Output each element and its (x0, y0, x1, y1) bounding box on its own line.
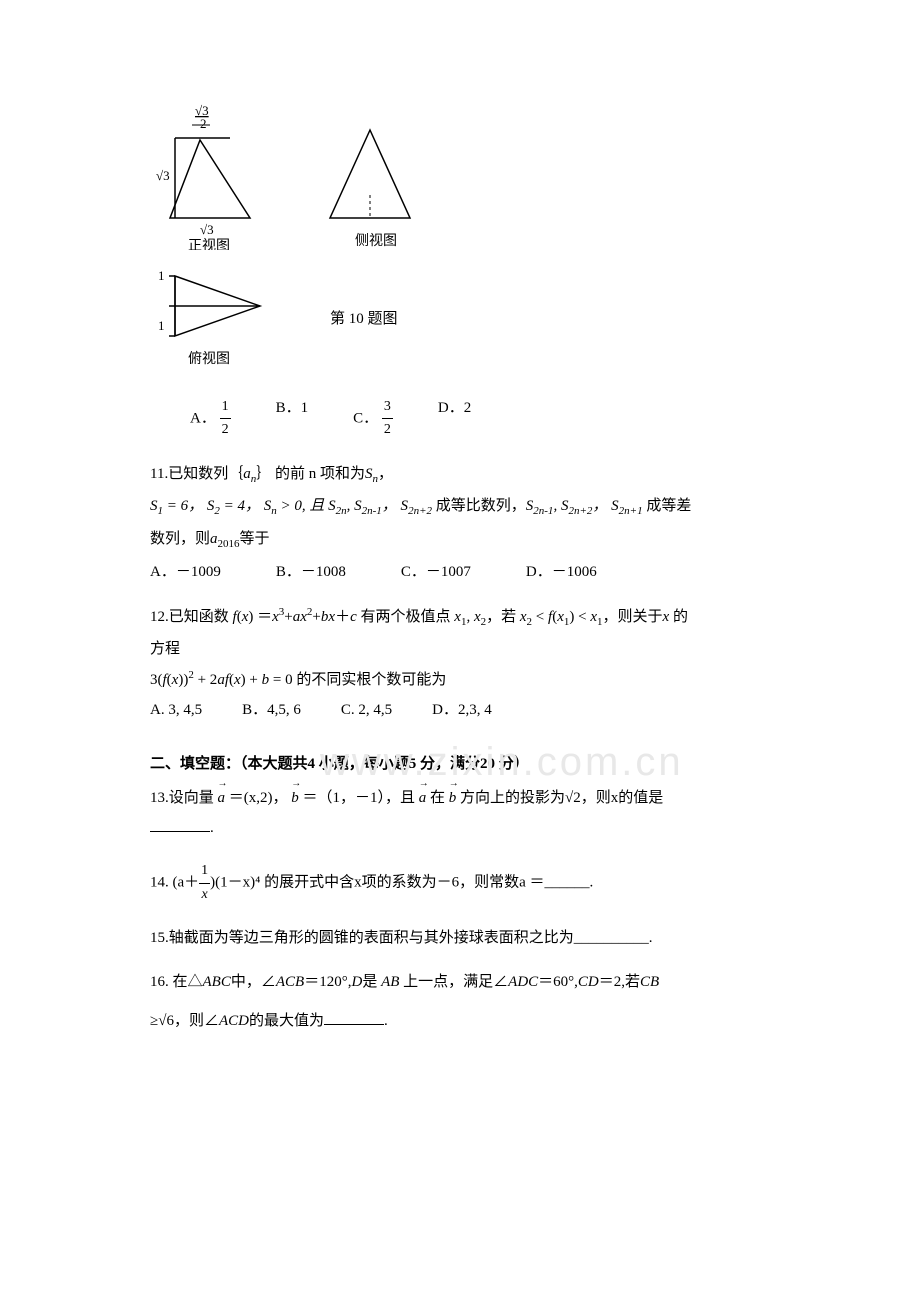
q12-opt-d: D．2,3, 4 (432, 698, 492, 722)
q10-opt-d: D．2 (438, 396, 471, 442)
question-13: 13.设向量 a ＝(x,2)， b ＝（1，－1），且 a 在 b 方向上的投… (150, 786, 800, 840)
question-14: 14. (a＋1x)(1－x)⁴ 的展开式中含x项的系数为－6，则常数a ＝__… (150, 860, 800, 906)
q12-opt-c: C. 2, 4,5 (341, 698, 392, 722)
q11-opt-a: A．－1009 (150, 560, 221, 584)
section-2-title: 二、填空题：（本大题共4 小题，每小题5 分，满分20 分） (150, 752, 800, 776)
top-view-label: 俯视图 (188, 351, 230, 367)
svg-text:2: 2 (200, 116, 207, 131)
question-16: 16. 在△ABC中，∠ACB＝120°,D是 AB 上一点，满足∠ADC＝60… (150, 970, 800, 1033)
top-view-svg: 1 1 俯视图 (150, 258, 300, 368)
q10-opt-a: A． 12 (190, 396, 231, 442)
svg-text:√3: √3 (156, 168, 170, 183)
q11-opt-c: C．－1007 (401, 560, 471, 584)
q10-opt-c: C． 32 (353, 396, 393, 442)
question-15: 15.轴截面为等边三角形的圆锥的表面积与其外接球表面积之比为__________… (150, 926, 800, 950)
figure-10-diagram: √3 2 √3 √3 正视图 侧视图 (150, 100, 800, 376)
q13-blank (150, 816, 210, 832)
side-view-label: 侧视图 (355, 233, 397, 249)
svg-text:1: 1 (158, 318, 165, 333)
q16-blank (324, 1009, 384, 1025)
figure-caption: 第 10 题图 (330, 311, 398, 327)
q11-opt-b: B．－1008 (276, 560, 346, 584)
q12-opt-a: A. 3, 4,5 (150, 698, 202, 722)
question-12: 12.已知函数 f(x) ＝x3+ax2+bx＋c 有两个极值点 x1, x2，… (150, 604, 800, 723)
front-view-label: 正视图 (188, 238, 230, 250)
question-11: 11.已知数列｛an｝ 的前 n 项和为Sn， S1 = 6， S2 = 4， … (150, 462, 800, 584)
q12-opt-b: B．4,5, 6 (242, 698, 301, 722)
svg-text:√3: √3 (200, 222, 214, 237)
front-view-svg: √3 2 √3 √3 正视图 (150, 100, 280, 250)
q10-options: A． 12 B．1 C． 32 D．2 (190, 396, 800, 442)
q11-opt-d: D．－1006 (526, 560, 597, 584)
q11-line2: S1 = 6， S2 = 4， Sn > 0, 且 S2n, S2n-1， S2… (150, 498, 691, 514)
q10-opt-b: B．1 (276, 396, 309, 442)
side-view-svg: 侧视图 (310, 100, 440, 250)
svg-text:1: 1 (158, 268, 165, 283)
